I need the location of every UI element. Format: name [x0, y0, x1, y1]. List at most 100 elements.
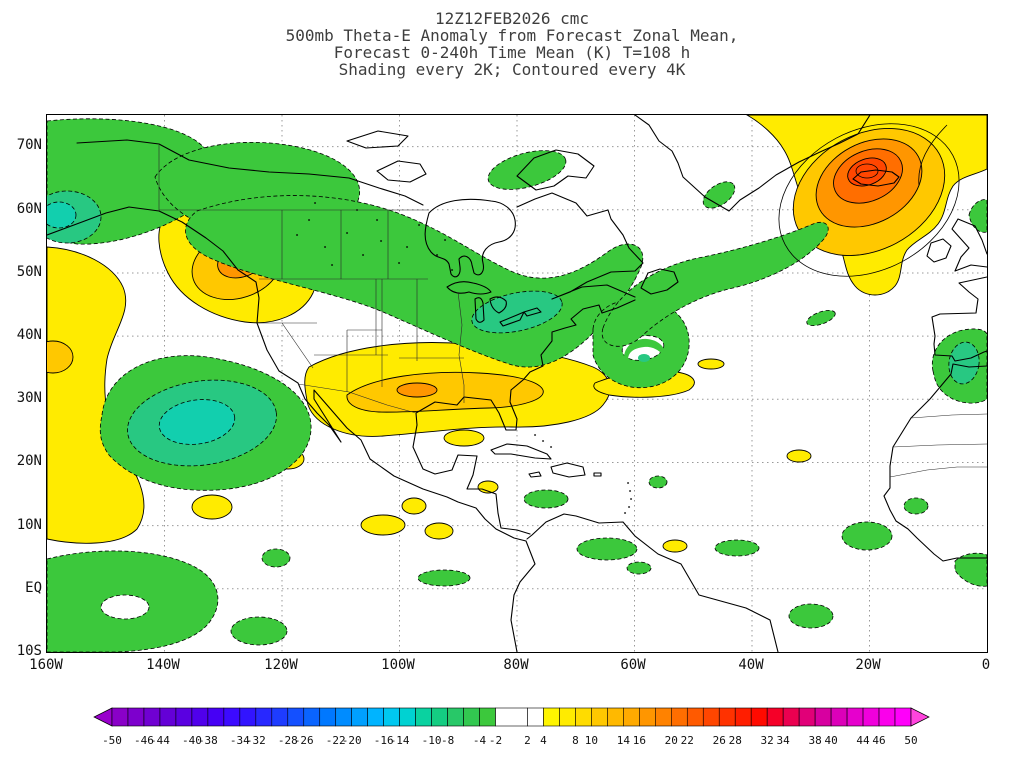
colorbar-tick-label: 26 — [713, 734, 726, 747]
shaded-region — [523, 489, 569, 509]
colorbar-tick-label: 20 — [665, 734, 678, 747]
chart-title-block: 12Z12FEB2026 cmc 500mb Theta-E Anomaly f… — [0, 10, 1024, 78]
colorbar-segment — [798, 707, 816, 727]
negative-anomaly-regions — [32, 118, 988, 653]
shaded-region — [601, 222, 829, 347]
lat-tick-label: 50N — [16, 264, 42, 280]
colorbar-segment — [271, 707, 289, 727]
coastline-hudson-bay — [424, 198, 516, 278]
lon-tick-label: 100W — [381, 657, 415, 673]
coastline-south-america-north — [526, 513, 779, 653]
shaded-region — [424, 522, 454, 540]
shaded-region-iceland-max — [847, 157, 887, 187]
colorbar-segment — [734, 707, 752, 727]
colorbar-tick-label: 28 — [729, 734, 742, 747]
shaded-region — [158, 399, 236, 445]
colorbar-segment — [766, 707, 784, 727]
coastline-arctic — [76, 139, 424, 206]
colorbar-segment — [447, 707, 464, 727]
map-frame — [32, 114, 988, 653]
shaded-region — [191, 494, 233, 520]
colorbar-tick-label: 14 — [617, 734, 631, 747]
lon-tick-label: 60W — [620, 657, 646, 673]
colorbar-segment — [543, 707, 560, 727]
great-lakes — [446, 281, 542, 327]
colorbar-segment — [750, 707, 768, 727]
colorbar-tick-label: 50 — [904, 734, 917, 747]
colorbar-tick-label: -28 — [278, 734, 298, 747]
colorbar-segment — [319, 707, 337, 727]
colorbar-segment — [686, 707, 704, 727]
colorbar-tick-label: 10 — [585, 734, 598, 747]
shaded-region — [346, 371, 544, 413]
coastline-iceland — [852, 169, 900, 187]
colorbar-segment — [718, 707, 736, 727]
lon-tick-label: 120W — [264, 657, 298, 673]
title-line-variable: 500mb Theta-E Anomaly from Forecast Zona… — [285, 26, 739, 45]
coastline-africa — [883, 363, 988, 562]
shaded-region — [487, 150, 567, 190]
colorbar-tick-label: 40 — [824, 734, 837, 747]
colorbar-tick-label: -44 — [150, 734, 170, 747]
colorbar-segment — [862, 707, 880, 727]
contour-line — [778, 123, 960, 277]
lesser-antilles-islands — [534, 434, 633, 514]
lat-tick-label: 20N — [16, 453, 42, 469]
coastline-newfoundland — [640, 268, 679, 295]
colorbar-segment — [846, 707, 864, 727]
shaded-region — [477, 480, 499, 494]
lat-tick-label: 40N — [16, 327, 42, 343]
colorbar-segment — [399, 707, 416, 727]
colorbar-tick-label: -26 — [294, 734, 314, 747]
colorbar-segment — [894, 707, 912, 727]
lat-tick-label: 30N — [16, 390, 42, 406]
coastline-puerto-rico — [593, 472, 602, 477]
shaded-region — [417, 569, 471, 587]
colorbar-tick-label: -14 — [390, 734, 410, 747]
colorbar-segment — [878, 707, 896, 727]
anomaly-map — [32, 114, 988, 653]
colorbar-tick-label: -32 — [246, 734, 266, 747]
colorbar-tick-label: 32 — [761, 734, 774, 747]
colorbar-tick-label: 44 — [856, 734, 870, 747]
colorbar-segment — [559, 707, 576, 727]
colorbar-segment — [415, 707, 432, 727]
colorbar-segment — [670, 707, 688, 727]
shaded-region — [697, 358, 725, 370]
colorbar-tick-label: -40 — [182, 734, 202, 747]
shaded-region — [626, 561, 652, 575]
shaded-region — [903, 497, 929, 515]
canadian-lakes-speckle — [296, 202, 454, 271]
colorbar-segment — [127, 707, 145, 727]
colorbar-segment — [143, 707, 161, 727]
colorbar-segment — [255, 707, 273, 727]
shaded-region — [788, 603, 834, 629]
colorbar-segment — [175, 707, 193, 727]
title-line-forecast: Forecast 0-240h Time Mean (K) T=108 h — [333, 43, 691, 62]
shaded-region — [576, 537, 638, 561]
colorbar-segment — [207, 707, 225, 727]
colorbar-segment — [111, 707, 129, 727]
shaded-region — [786, 449, 812, 463]
shaded-region — [806, 309, 836, 327]
colorbar-tick-label: -50 — [102, 734, 122, 747]
coastline-arctic-islands — [346, 130, 595, 191]
coastline-britain — [951, 218, 988, 272]
shaded-region — [662, 539, 688, 553]
shaded-region — [443, 429, 485, 447]
colorbar-arrow-left — [93, 707, 113, 727]
colorbar-tick-label: 38 — [808, 734, 821, 747]
shaded-region — [648, 475, 668, 489]
colorbar-segment — [463, 707, 480, 727]
title-line-shading-info: Shading every 2K; Contoured every 4K — [338, 60, 686, 79]
shaded-region — [401, 497, 427, 515]
shaded-region — [841, 521, 893, 551]
colorbar-segment — [527, 707, 544, 727]
colorbar-tick-label: 22 — [681, 734, 694, 747]
shaded-region — [624, 338, 666, 360]
coastlines — [46, 114, 988, 653]
shaded-region — [471, 290, 563, 334]
border-line — [158, 145, 465, 414]
coastline-north-america-west — [46, 206, 536, 653]
coastline-hispaniola — [550, 462, 586, 478]
